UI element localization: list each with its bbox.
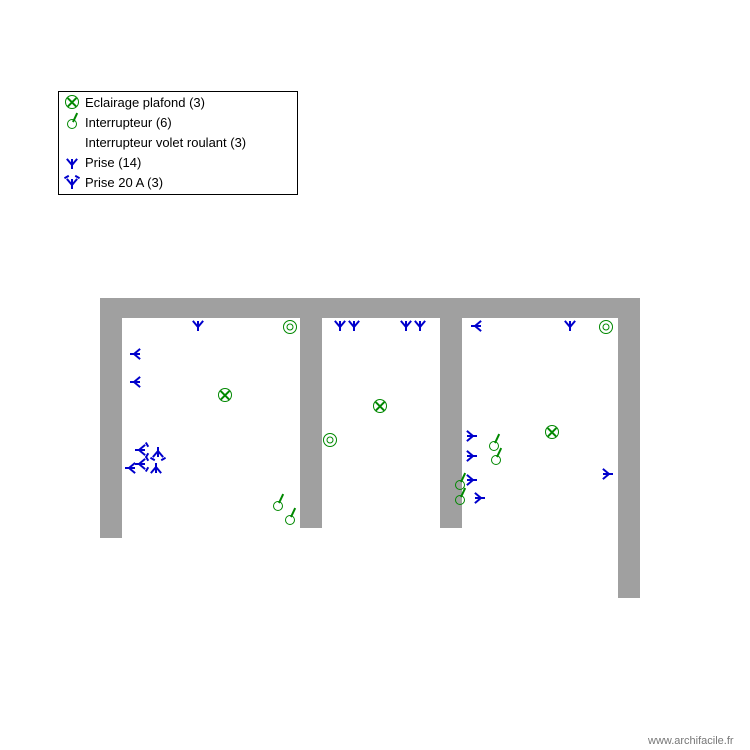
socket-20a-icon (157, 447, 159, 457)
legend-icon (63, 113, 81, 131)
socket-icon (467, 435, 477, 437)
socket-icon (339, 321, 341, 331)
legend-icon (63, 173, 81, 191)
socket-20a-icon (135, 463, 145, 465)
socket-icon (569, 321, 571, 331)
socket-icon (130, 353, 140, 355)
legend-row: Interrupteur volet roulant (3) (59, 132, 297, 152)
socket-icon (471, 325, 481, 327)
socket-icon (155, 463, 157, 473)
socket-icon (603, 473, 613, 475)
switch-icon (455, 495, 465, 505)
legend-icon (63, 153, 81, 171)
legend-icon (63, 133, 81, 151)
shutter-switch-icon (283, 320, 297, 334)
legend-label: Prise (14) (85, 155, 141, 170)
switch-icon (491, 455, 501, 465)
legend-label: Eclairage plafond (3) (85, 95, 205, 110)
legend-box: Eclairage plafond (3) Interrupteur (6) Int… (58, 91, 298, 195)
socket-icon (467, 455, 477, 457)
legend-row: Eclairage plafond (3) (59, 92, 297, 112)
legend-label: Interrupteur (6) (85, 115, 172, 130)
socket-icon (197, 321, 199, 331)
legend-row: Prise (14) (59, 152, 297, 172)
legend-label: Prise 20 A (3) (85, 175, 163, 190)
legend-row: Prise 20 A (3) (59, 172, 297, 192)
wall (300, 298, 322, 528)
legend-row: Interrupteur (6) (59, 112, 297, 132)
legend-label: Interrupteur volet roulant (3) (85, 135, 246, 150)
wall (100, 298, 122, 538)
socket-icon (353, 321, 355, 331)
shutter-switch-icon (323, 433, 337, 447)
footer-link: www.archifacile.fr (648, 735, 734, 747)
socket-icon (419, 321, 421, 331)
shutter-switch-icon (599, 320, 613, 334)
switch-icon (285, 515, 295, 525)
socket-icon (475, 497, 485, 499)
legend-icon (63, 93, 81, 111)
switch-icon (273, 501, 283, 511)
switch-icon (489, 441, 499, 451)
ceiling-light-icon (545, 425, 559, 439)
wall (440, 298, 462, 528)
socket-icon (125, 467, 135, 469)
wall (618, 298, 640, 598)
wall (100, 298, 640, 318)
ceiling-light-icon (373, 399, 387, 413)
socket-icon (467, 479, 477, 481)
floor-plan-canvas: Eclairage plafond (3) Interrupteur (6) Int… (0, 0, 750, 750)
socket-20a-icon (135, 449, 145, 451)
socket-icon (130, 381, 140, 383)
socket-icon (405, 321, 407, 331)
ceiling-light-icon (218, 388, 232, 402)
